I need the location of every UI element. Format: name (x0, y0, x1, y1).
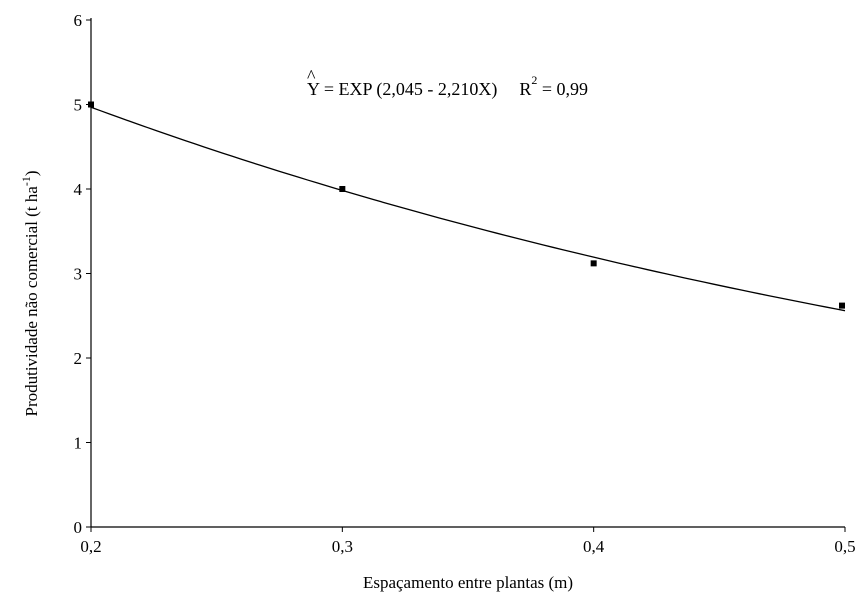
y-tick-label: 4 (74, 180, 83, 199)
equation-hat: ^ (307, 66, 316, 86)
data-point (339, 186, 346, 192)
equation-r-value: = 0,99 (537, 79, 588, 99)
x-tick-label: 0,2 (80, 537, 101, 556)
x-axis: 0,2 0,3 0,4 0,5 (80, 526, 855, 556)
fitted-curve (90, 106, 846, 312)
y-ticks: 0 1 2 3 4 5 6 (74, 11, 91, 537)
y-tick-label: 0 (74, 518, 83, 537)
x-tick-label: 0,4 (583, 537, 605, 556)
y-axis-title: Produtividade não comercial (t ha-1) (19, 170, 41, 416)
data-point (839, 302, 845, 309)
y-tick-label: 1 (74, 434, 83, 453)
y-tick-label: 2 (74, 349, 83, 368)
x-tick-label: 0,3 (332, 537, 353, 556)
equation-r-sup: 2 (531, 73, 537, 87)
equation-body: = EXP (2,045 - 2,210X) (319, 79, 497, 100)
data-point (590, 260, 597, 267)
data-point (88, 101, 94, 108)
regression-equation: ^ Y = EXP (2,045 - 2,210X) R2 = 0,99 (307, 66, 588, 100)
y-tick-label: 5 (74, 96, 83, 115)
y-axis-title-sup: -1 (19, 176, 33, 186)
x-axis-title: Espaçamento entre plantas (m) (363, 573, 573, 592)
y-axis-title-end: ) (22, 170, 41, 176)
equation-y: Y (307, 79, 320, 99)
x-ticks: 0,2 0,3 0,4 0,5 (80, 527, 855, 556)
x-tick-label: 0,5 (834, 537, 855, 556)
y-tick-label: 3 (74, 265, 83, 284)
y-axis-title-main: Produtividade não comercial (t ha (22, 186, 41, 417)
y-tick-label: 6 (74, 11, 83, 30)
equation-r: R (519, 79, 531, 99)
equation-text: Y = EXP (2,045 - 2,210X) R2 = 0,99 (307, 73, 588, 100)
data-points (88, 101, 845, 309)
y-axis: 0 1 2 3 4 5 6 (74, 11, 92, 537)
